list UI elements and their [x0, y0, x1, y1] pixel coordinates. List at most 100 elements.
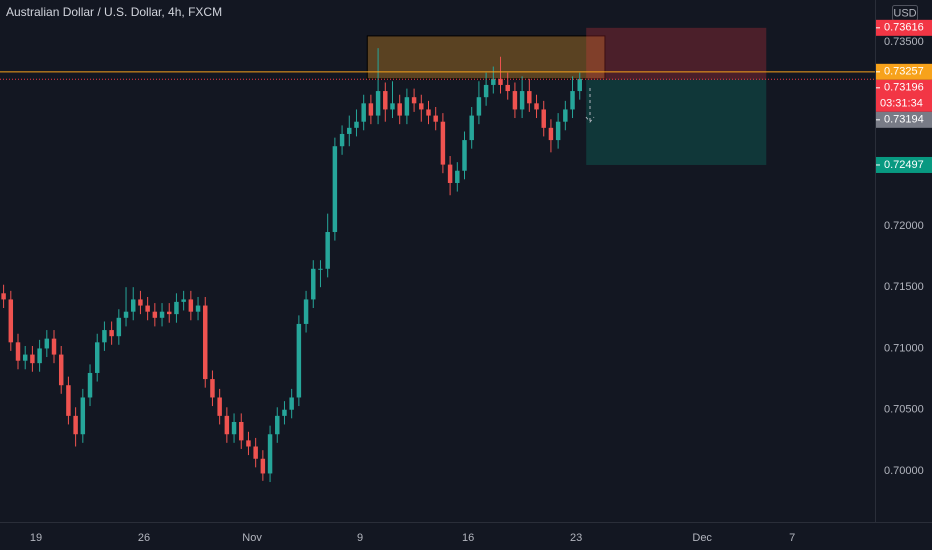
projection-arrow: [585, 88, 595, 123]
price-tag-bg: [876, 111, 932, 128]
candle-body: [534, 103, 539, 110]
candle-body: [440, 121, 446, 165]
take-profit-zone: [586, 79, 767, 165]
candle-body: [51, 338, 57, 355]
chart-title: Australian Dollar / U.S. Dollar, 4h, FXC…: [6, 5, 222, 19]
candle-body: [404, 97, 410, 116]
candle-body: [375, 91, 381, 116]
candle-body: [347, 127, 352, 134]
price-tag: 0.72497: [884, 159, 924, 171]
candle-body: [102, 330, 107, 343]
y-tick-label: 0.73500: [884, 36, 924, 48]
candle-body: [426, 109, 431, 116]
candle-body: [80, 397, 86, 435]
candle-body: [1, 293, 6, 300]
candle-body: [15, 342, 21, 361]
stop-loss-zone: [586, 27, 767, 80]
candle-body: [455, 170, 460, 183]
candle-body: [498, 78, 503, 85]
candle-body: [210, 379, 215, 398]
candle-body: [73, 415, 78, 435]
candle-body: [332, 146, 338, 233]
x-tick-label: 23: [570, 532, 582, 544]
candle-body: [239, 421, 244, 441]
candle-body: [195, 305, 201, 312]
candle-body: [203, 305, 208, 380]
candle-body: [469, 115, 474, 141]
candle-body: [267, 434, 273, 474]
candle-body: [145, 305, 150, 312]
price-tag-bg: [876, 63, 932, 80]
price-tag-bg: [876, 79, 932, 112]
candle-body: [325, 232, 330, 269]
candle-body: [44, 338, 50, 349]
candle-body: [361, 103, 366, 122]
candle-body: [548, 127, 554, 141]
candle-body: [138, 299, 143, 306]
supply-zone: [366, 35, 606, 80]
candle-body: [541, 109, 546, 128]
y-tick-label: 0.71500: [884, 281, 924, 293]
candle-body: [253, 446, 258, 459]
price-tag-bg: [876, 19, 932, 36]
candle-body: [383, 91, 388, 110]
candle-body: [483, 84, 489, 98]
candle-body: [397, 103, 402, 116]
candle-body: [555, 121, 561, 141]
candle-body: [527, 91, 532, 104]
candle-body: [311, 268, 316, 300]
candle-body: [159, 311, 165, 318]
candle-body: [368, 103, 374, 116]
candle-body: [491, 78, 496, 85]
candle-body: [339, 133, 345, 147]
price-tag: 0.73196: [884, 82, 924, 94]
candle-body: [181, 299, 186, 302]
candle-body: [354, 121, 359, 128]
candle-body: [476, 97, 482, 116]
candle-body: [519, 91, 525, 110]
candle-body: [563, 109, 568, 122]
candle-body: [152, 311, 158, 318]
candle-body: [282, 409, 287, 416]
x-tick-label: 16: [462, 532, 474, 544]
candle-body: [87, 372, 93, 398]
x-tick-label: Dec: [692, 532, 712, 544]
candle-body: [188, 299, 194, 312]
candle-body: [22, 354, 28, 361]
candle-body: [505, 84, 510, 92]
y-tick-label: 0.70000: [884, 465, 924, 477]
candle-body: [577, 78, 582, 92]
candle-body: [260, 458, 266, 474]
y-tick-label: 0.71000: [884, 342, 924, 354]
x-tick-label: Nov: [242, 532, 262, 544]
x-tick-label: 26: [138, 532, 150, 544]
candle-body: [8, 299, 14, 343]
countdown: 03:31:34: [880, 98, 923, 110]
candle-body: [217, 397, 222, 416]
candle-body: [289, 397, 294, 410]
candle-body: [109, 330, 114, 337]
candle-body: [303, 299, 309, 324]
candle-body: [37, 348, 42, 364]
candle-body: [318, 268, 323, 270]
price-tag: 0.73257: [884, 66, 924, 78]
candle-body: [411, 97, 417, 104]
currency[interactable]: USD: [893, 7, 916, 19]
candle-body: [30, 354, 35, 364]
x-tick-label: 9: [357, 532, 363, 544]
candle-body: [462, 140, 467, 171]
y-tick-label: 0.72000: [884, 220, 924, 232]
x-tick-label: 7: [789, 532, 795, 544]
candle-body: [94, 342, 100, 373]
candle-body: [296, 323, 302, 398]
price-tag: 0.73194: [884, 114, 924, 126]
candle-body: [66, 385, 71, 416]
candle-body: [512, 91, 518, 110]
candle-body: [116, 317, 122, 337]
candle-body: [246, 440, 251, 447]
candle-body: [447, 164, 453, 183]
candle-body: [419, 103, 424, 110]
price-tag-bg: [876, 156, 932, 173]
